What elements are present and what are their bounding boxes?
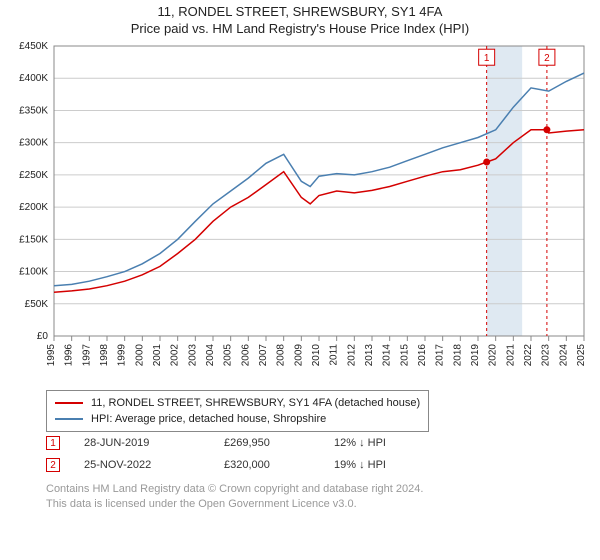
svg-text:2005: 2005 — [223, 344, 234, 367]
svg-text:£100K: £100K — [19, 267, 48, 278]
svg-text:£350K: £350K — [19, 105, 48, 116]
svg-text:1997: 1997 — [81, 344, 92, 367]
svg-text:2019: 2019 — [470, 344, 481, 367]
svg-text:2025: 2025 — [576, 344, 587, 367]
svg-text:2009: 2009 — [293, 344, 304, 367]
svg-text:2023: 2023 — [541, 344, 552, 367]
svg-text:£300K: £300K — [19, 138, 48, 149]
svg-text:1995: 1995 — [46, 344, 57, 367]
svg-text:2008: 2008 — [276, 344, 287, 367]
svg-text:1999: 1999 — [117, 344, 128, 367]
marker-row: 1 28-JUN-2019£269,95012% ↓ HPI — [46, 432, 454, 454]
legend-swatch — [55, 418, 83, 420]
svg-text:2022: 2022 — [523, 344, 534, 367]
svg-text:2003: 2003 — [187, 344, 198, 367]
svg-text:2016: 2016 — [417, 344, 428, 367]
legend-row: 11, RONDEL STREET, SHREWSBURY, SY1 4FA (… — [55, 395, 420, 411]
marker-id-box: 1 — [46, 436, 60, 450]
chart-svg: £0 £50K £100K £150K £200K £250K £300K £350K £400… — [8, 42, 592, 384]
marker-id-box: 2 — [46, 458, 60, 472]
svg-text:2017: 2017 — [435, 344, 446, 367]
svg-text:2007: 2007 — [258, 344, 269, 367]
page-subtitle: Price paid vs. HM Land Registry's House … — [0, 21, 600, 36]
svg-text:2012: 2012 — [346, 344, 357, 367]
marker-diff: 19% ↓ HPI — [334, 459, 454, 471]
marker-price: £269,950 — [224, 437, 334, 449]
svg-text:2024: 2024 — [558, 344, 569, 367]
marker-table: 1 28-JUN-2019£269,95012% ↓ HPI 2 25-NOV-202… — [46, 432, 454, 476]
svg-text:2002: 2002 — [170, 344, 181, 367]
legend: 11, RONDEL STREET, SHREWSBURY, SY1 4FA (… — [46, 390, 429, 432]
svg-text:2: 2 — [544, 53, 550, 64]
marker-date: 28-JUN-2019 — [84, 437, 224, 449]
svg-text:£50K: £50K — [25, 299, 49, 310]
svg-text:2015: 2015 — [399, 344, 410, 367]
svg-text:2001: 2001 — [152, 344, 163, 367]
license-line1: Contains HM Land Registry data © Crown c… — [46, 482, 423, 497]
legend-swatch — [55, 402, 83, 404]
legend-label: HPI: Average price, detached house, Shro… — [91, 413, 326, 425]
svg-text:2004: 2004 — [205, 344, 216, 367]
marker-row: 2 25-NOV-2022£320,00019% ↓ HPI — [46, 454, 454, 476]
legend-label: 11, RONDEL STREET, SHREWSBURY, SY1 4FA (… — [91, 397, 420, 409]
page-title-address: 11, RONDEL STREET, SHREWSBURY, SY1 4FA — [0, 4, 600, 19]
legend-row: HPI: Average price, detached house, Shro… — [55, 411, 420, 427]
svg-text:2000: 2000 — [134, 344, 145, 367]
svg-text:£250K: £250K — [19, 170, 48, 181]
svg-text:£200K: £200K — [19, 202, 48, 213]
svg-text:1996: 1996 — [64, 344, 75, 367]
svg-text:£150K: £150K — [19, 234, 48, 245]
license-text: Contains HM Land Registry data © Crown c… — [46, 482, 423, 512]
svg-text:2021: 2021 — [505, 344, 516, 367]
marker-date: 25-NOV-2022 — [84, 459, 224, 471]
svg-text:2011: 2011 — [329, 344, 340, 366]
svg-text:1998: 1998 — [99, 344, 110, 367]
svg-text:2020: 2020 — [488, 344, 499, 367]
svg-text:1: 1 — [484, 53, 490, 64]
svg-text:£450K: £450K — [19, 42, 48, 52]
marker-price: £320,000 — [224, 459, 334, 471]
svg-text:2014: 2014 — [382, 344, 393, 367]
marker-diff: 12% ↓ HPI — [334, 437, 454, 449]
license-line2: This data is licensed under the Open Gov… — [46, 497, 423, 512]
svg-text:£400K: £400K — [19, 73, 48, 84]
svg-text:2013: 2013 — [364, 344, 375, 367]
svg-text:2018: 2018 — [452, 344, 463, 367]
svg-text:2006: 2006 — [240, 344, 251, 367]
price-chart: £0 £50K £100K £150K £200K £250K £300K £350K £400… — [8, 42, 592, 384]
svg-text:£0: £0 — [37, 331, 49, 342]
svg-text:2010: 2010 — [311, 344, 322, 367]
